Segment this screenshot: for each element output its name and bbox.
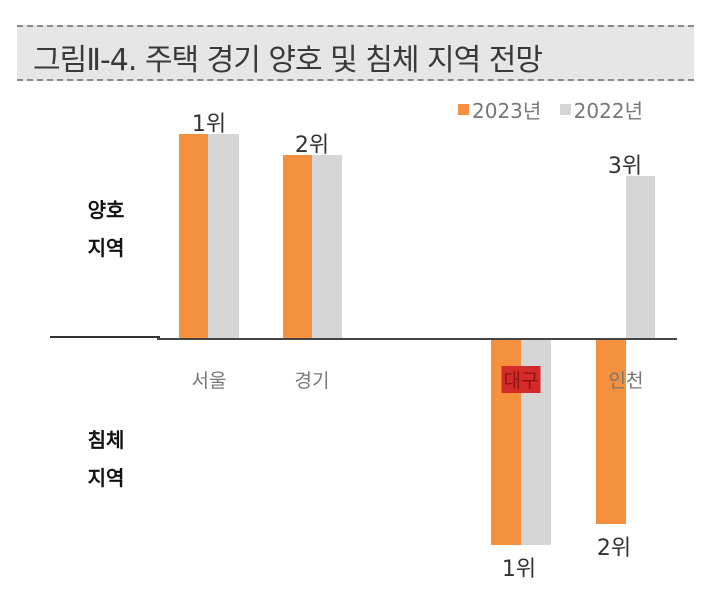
bar-incheon-2022	[626, 176, 655, 338]
good-label-line1: 양호	[87, 198, 125, 222]
good-label-line2: 지역	[87, 236, 125, 260]
legend-item-2023: 2023년	[458, 95, 541, 124]
chart-title: 그림Ⅱ-4. 주택 경기 양호 및 침체 지역 전망	[33, 43, 543, 78]
bar-gyeonggi-2022	[312, 155, 342, 338]
legend-label-2022: 2022년	[573, 99, 643, 123]
bar-incheon-2023	[596, 338, 626, 524]
rank-gyeonggi: 2위	[294, 133, 330, 158]
rank-incheon-2023: 2위	[596, 536, 632, 561]
category-incheon: 인천	[608, 370, 644, 392]
bar-gyeonggi-2023	[283, 155, 312, 338]
category-gyeonggi: 경기	[294, 370, 330, 392]
axis-line-left	[50, 336, 160, 338]
legend-label-2023: 2023년	[472, 99, 542, 123]
legend: 2023년 2022년	[458, 95, 655, 124]
legend-swatch-grey-icon	[559, 104, 571, 115]
category-seoul: 서울	[191, 370, 227, 392]
bad-label-line2: 지역	[87, 466, 125, 490]
bar-seoul-2023	[179, 134, 208, 338]
rank-daegu: 1위	[501, 557, 537, 582]
rank-incheon-2022: 3위	[607, 154, 643, 179]
good-region-label: 양호 지역	[76, 191, 136, 267]
bar-seoul-2022	[208, 134, 239, 338]
axis-line	[157, 338, 677, 340]
bad-region-label: 침체 지역	[76, 421, 136, 497]
category-daegu-highlighted: 대구	[501, 366, 541, 393]
legend-swatch-orange-icon	[458, 104, 469, 115]
legend-item-2022: 2022년	[559, 95, 643, 124]
rank-seoul: 1위	[191, 112, 227, 137]
chart-title-band: 그림Ⅱ-4. 주택 경기 양호 및 침체 지역 전망	[17, 25, 694, 81]
bad-label-line1: 침체	[87, 428, 125, 452]
